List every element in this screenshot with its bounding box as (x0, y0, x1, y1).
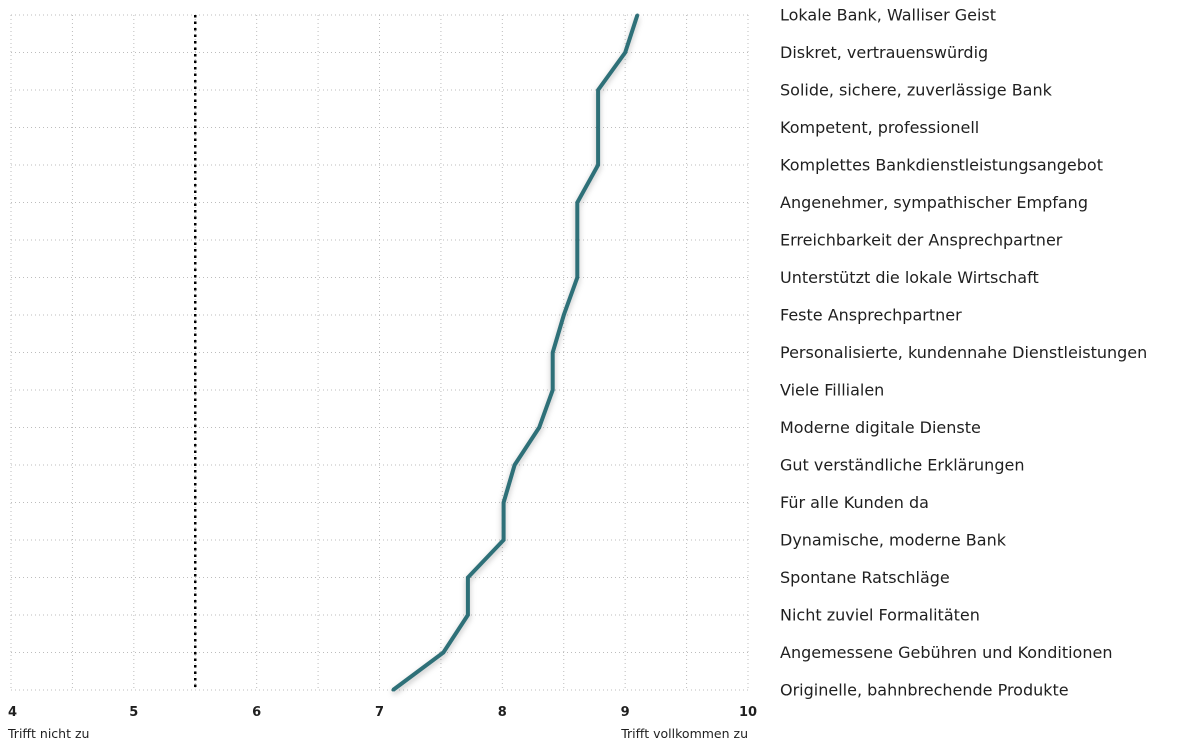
category-label: Moderne digitale Dienste (780, 418, 981, 437)
x-tick-label: 5 (129, 705, 138, 720)
category-labels: Lokale Bank, Walliser Geist Diskret, vert… (780, 6, 1147, 700)
category-label: Lokale Bank, Walliser Geist (780, 6, 996, 25)
data-point (502, 538, 506, 542)
x-tick-label: 8 (498, 705, 507, 720)
x-tick-label: 10 (739, 705, 757, 720)
category-label: Spontane Ratschläge (780, 568, 950, 587)
category-label: Angemessene Gebühren und Konditionen (780, 643, 1112, 662)
x-tick-label: 4 (8, 705, 17, 720)
data-point (537, 426, 541, 429)
x-tick-labels: 4 5 6 7 8 9 10 (8, 705, 757, 720)
data-point (562, 313, 566, 317)
data-point (502, 501, 506, 504)
category-label: Komplettes Bankdienstleistungsangebot (780, 156, 1103, 175)
category-label: Feste Ansprechpartner (780, 306, 962, 325)
data-point (466, 613, 470, 617)
x-tick-label: 6 (252, 705, 261, 720)
category-label: Nicht zuviel Formalitäten (780, 606, 980, 625)
category-label: Diskret, vertrauenswürdig (780, 43, 988, 62)
category-label: Für alle Kunden da (780, 493, 929, 512)
data-point (596, 163, 600, 167)
data-point (441, 651, 445, 654)
data-point (466, 576, 470, 579)
data-point (575, 238, 579, 242)
data-point (391, 688, 395, 692)
data-point (623, 51, 627, 54)
x-tick-label: 9 (621, 705, 630, 720)
data-point (551, 388, 555, 392)
category-label: Gut verständliche Erklärungen (780, 456, 1024, 475)
category-label: Solide, sichere, zuverlässige Bank (780, 81, 1053, 100)
data-point (596, 126, 600, 129)
x-axis-right-label: Trifft vollkommen zu (620, 726, 748, 741)
category-label: Kompetent, professionell (780, 118, 979, 137)
x-tick-label: 7 (375, 705, 384, 720)
category-label: Viele Fillialen (780, 381, 884, 400)
category-label: Dynamische, moderne Bank (780, 531, 1007, 550)
data-point (635, 13, 639, 17)
data-point (513, 463, 517, 467)
data-point (575, 201, 579, 204)
category-label: Angenehmer, sympathischer Empfang (780, 193, 1088, 212)
category-label: Erreichbarkeit der Ansprechpartner (780, 231, 1063, 250)
category-label: Personalisierte, kundennahe Dienstleistu… (780, 343, 1147, 362)
vertical-gridlines (10, 15, 749, 688)
data-point (575, 276, 579, 279)
data-point (596, 88, 600, 92)
category-label: Unterstützt die lokale Wirtschaft (780, 268, 1039, 287)
data-point (551, 351, 555, 354)
horizontal-gridlines (11, 14, 748, 691)
series-group (391, 13, 640, 692)
x-axis-left-label: Trifft nicht zu (7, 726, 89, 741)
category-label: Originelle, bahnbrechende Produkte (780, 681, 1069, 700)
